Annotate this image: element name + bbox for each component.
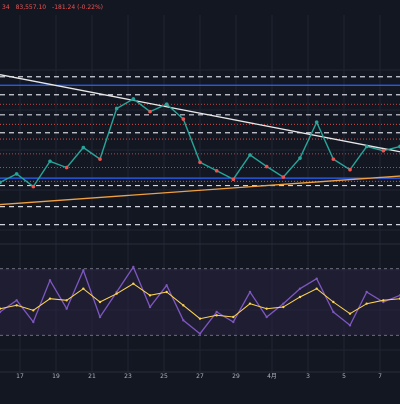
close-value: 83,557.10 bbox=[15, 4, 47, 11]
rsi-signal-point bbox=[315, 287, 318, 290]
rsi-point bbox=[382, 300, 385, 304]
price-point bbox=[264, 164, 269, 169]
price-point bbox=[281, 175, 286, 179]
rsi-signal-point bbox=[48, 297, 52, 300]
rsi-point bbox=[332, 310, 335, 314]
price-point bbox=[198, 160, 202, 165]
rsi-signal-point bbox=[82, 287, 85, 290]
rsi-point bbox=[365, 290, 368, 294]
price-point bbox=[298, 156, 302, 160]
rsi-signal-point bbox=[0, 307, 2, 310]
x-tick-label: 21 bbox=[88, 373, 96, 380]
price-point bbox=[181, 117, 186, 121]
rsi-point bbox=[48, 279, 52, 282]
ohlc-readout: 34 83,557.10 -181.24 (-0.22%) bbox=[0, 2, 107, 14]
rsi-point bbox=[232, 320, 235, 324]
x-tick-label: 4月 bbox=[267, 373, 277, 380]
rsi-signal-point bbox=[298, 295, 302, 299]
x-tick-label: 3 bbox=[306, 373, 310, 380]
rsi-point bbox=[282, 302, 285, 305]
rsi-point bbox=[248, 290, 252, 294]
rsi-signal-point bbox=[332, 300, 335, 304]
rsi-signal-point bbox=[148, 294, 152, 297]
symbol-prefix: 34 bbox=[2, 4, 10, 11]
rsi-signal-point bbox=[165, 290, 168, 294]
rsi-point bbox=[32, 320, 35, 324]
rsi-signal-point bbox=[32, 309, 35, 312]
price-point bbox=[348, 167, 352, 172]
rsi-signal-point bbox=[65, 299, 68, 302]
price-point bbox=[164, 102, 169, 107]
rsi-signal-point bbox=[365, 302, 368, 305]
x-tick-label: 27 bbox=[196, 373, 204, 380]
price-point bbox=[114, 106, 119, 111]
rsi-signal-point bbox=[348, 312, 352, 315]
trendline-ascending bbox=[0, 175, 400, 206]
price-pane bbox=[0, 74, 400, 206]
price-point bbox=[31, 184, 36, 189]
x-tick-label: 23 bbox=[124, 373, 132, 380]
rsi-signal-point bbox=[382, 299, 385, 302]
price-point bbox=[331, 157, 336, 161]
x-tick-label: 17 bbox=[16, 373, 24, 380]
price-point bbox=[231, 177, 236, 182]
rsi-point bbox=[165, 284, 168, 287]
rsi-point bbox=[182, 319, 185, 322]
rsi-signal-point bbox=[215, 314, 218, 317]
rsi-point bbox=[82, 269, 85, 272]
x-tick-label: 7 bbox=[378, 373, 382, 380]
x-axis: 17 19 21 23 25 27 29 4月 3 5 7 bbox=[0, 371, 400, 380]
rsi-point bbox=[298, 287, 302, 290]
price-point bbox=[148, 109, 152, 114]
trendline-descending bbox=[0, 74, 400, 153]
rsi-pane bbox=[0, 265, 400, 336]
rsi-band bbox=[0, 268, 400, 336]
rsi-signal-point bbox=[98, 300, 102, 304]
rsi-signal-point bbox=[132, 282, 135, 285]
rsi-point bbox=[15, 299, 18, 302]
rsi-signal-point bbox=[232, 315, 235, 319]
rsi-signal-point bbox=[248, 302, 252, 305]
price-point bbox=[81, 145, 86, 150]
price-point bbox=[64, 165, 69, 170]
rsi-point bbox=[132, 265, 135, 269]
price-point bbox=[364, 144, 369, 149]
rsi-signal-point bbox=[115, 292, 118, 295]
rsi-signal-point bbox=[182, 304, 185, 307]
x-tick-label: 29 bbox=[232, 373, 240, 380]
rsi-signal-point bbox=[15, 304, 18, 307]
rsi-point bbox=[215, 310, 218, 314]
x-tick-label: 5 bbox=[342, 373, 346, 380]
rsi-point bbox=[65, 307, 68, 310]
rsi-signal-point bbox=[265, 307, 268, 310]
price-point bbox=[98, 157, 102, 161]
price-point bbox=[0, 180, 2, 185]
price-point bbox=[131, 97, 136, 101]
rsi-point bbox=[148, 305, 152, 309]
rsi-signal-point bbox=[198, 317, 202, 320]
price-point bbox=[48, 159, 52, 164]
rsi-point bbox=[348, 324, 352, 327]
change-value: -181.24 (-0.22%) bbox=[52, 4, 104, 11]
price-point bbox=[381, 148, 386, 153]
rsi-point bbox=[0, 310, 2, 314]
x-tick-label: 19 bbox=[52, 373, 60, 380]
price-point bbox=[314, 120, 319, 124]
rsi-point bbox=[115, 290, 118, 294]
rsi-point bbox=[265, 315, 268, 319]
x-tick-label: 25 bbox=[160, 373, 168, 380]
price-point bbox=[214, 168, 219, 173]
price-point bbox=[248, 153, 252, 157]
rsi-signal-point bbox=[282, 305, 285, 309]
price-point bbox=[14, 172, 19, 176]
rsi-point bbox=[98, 315, 102, 319]
rsi-point bbox=[315, 277, 318, 280]
rsi-point bbox=[198, 332, 202, 335]
